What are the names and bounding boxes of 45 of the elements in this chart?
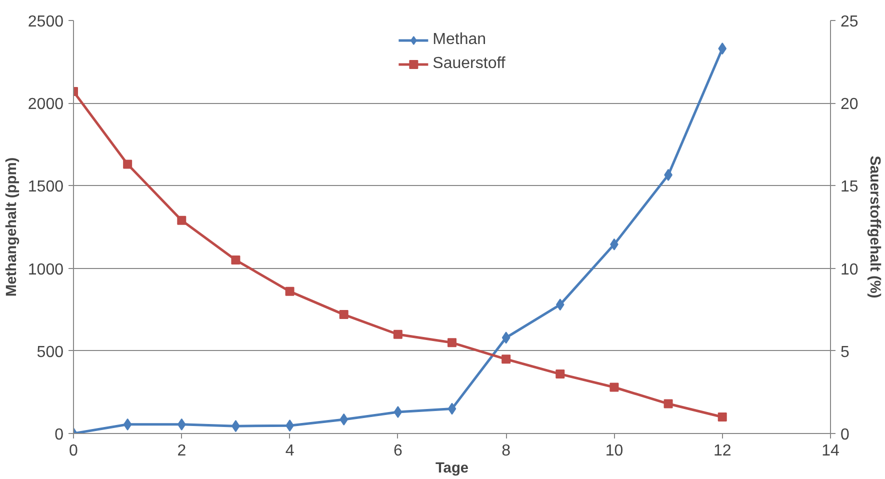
y2-tick-label: 15 (840, 178, 858, 196)
point (556, 370, 565, 379)
y-tick-label: 2500 (28, 14, 64, 30)
point (123, 160, 132, 169)
point (664, 399, 673, 408)
y-tick-label: 0 (54, 426, 64, 444)
x-tick-label: 10 (605, 442, 624, 460)
y-tick-label: 1000 (28, 261, 64, 278)
x-tick-label: 6 (393, 442, 402, 460)
point (231, 256, 240, 265)
x-tick-label: 0 (69, 442, 78, 460)
y2-tick-label: 10 (840, 261, 858, 278)
legend-label: Sauerstoff (432, 55, 506, 73)
x-tick-label: 2 (177, 442, 186, 460)
y2-axis-title: Sauerstoffgehalt (%) (866, 156, 882, 298)
point (718, 412, 727, 422)
y-tick-label: 500 (36, 344, 64, 361)
point (448, 338, 456, 348)
legend-label: Methan (432, 31, 486, 49)
point (502, 354, 511, 364)
y-tick-label: 2000 (28, 96, 64, 114)
y2-tick-label: 5 (840, 344, 850, 361)
point (177, 418, 186, 430)
x-axis-title: Tage (435, 460, 469, 476)
y-tick-label: 1500 (28, 178, 64, 196)
point (123, 418, 132, 430)
y2-tick-label: 0 (840, 426, 850, 444)
x-tick-label: 4 (285, 442, 294, 460)
point (502, 332, 510, 344)
point (448, 402, 456, 415)
point (177, 216, 186, 225)
y-axis-title: Methangehalt (ppm) (4, 157, 20, 297)
point (610, 382, 619, 392)
point (394, 406, 402, 418)
x-tick-label: 12 (713, 442, 732, 460)
x-tick-label: 8 (502, 442, 511, 460)
y2-tick-label: 25 (840, 14, 858, 30)
point (340, 413, 348, 426)
point (718, 42, 727, 55)
x-tick-label: 14 (822, 442, 840, 460)
point (556, 298, 564, 311)
y2-tick-label: 20 (840, 96, 858, 114)
point (285, 286, 294, 296)
point (393, 330, 402, 339)
point (339, 310, 348, 320)
